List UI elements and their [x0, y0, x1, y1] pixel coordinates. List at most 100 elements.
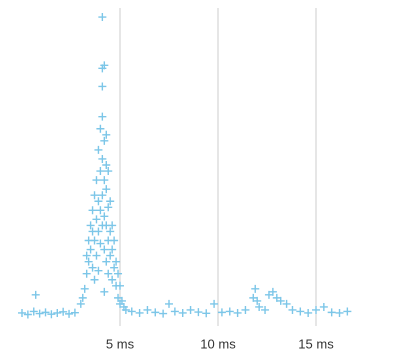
point — [96, 167, 105, 176]
point — [106, 197, 115, 206]
point — [108, 275, 117, 284]
point — [202, 309, 211, 318]
point — [47, 310, 56, 319]
point — [104, 167, 113, 176]
point — [268, 287, 277, 296]
point — [98, 112, 107, 121]
point — [110, 263, 119, 272]
point — [225, 307, 234, 316]
point — [106, 227, 115, 236]
point — [117, 296, 126, 305]
point — [251, 284, 260, 293]
point — [100, 212, 109, 221]
point — [282, 299, 291, 308]
point — [288, 305, 297, 314]
point — [102, 257, 111, 266]
point — [110, 236, 119, 245]
point — [59, 307, 68, 316]
point — [94, 227, 103, 236]
point — [116, 281, 124, 290]
point — [241, 305, 250, 314]
point — [94, 266, 103, 275]
point — [100, 287, 109, 296]
point — [96, 239, 105, 248]
point — [304, 308, 313, 317]
point — [186, 305, 195, 314]
point — [98, 191, 107, 200]
point — [98, 13, 107, 22]
point — [112, 257, 121, 266]
point — [106, 251, 115, 260]
point — [170, 307, 179, 316]
point — [53, 308, 62, 317]
point — [82, 269, 91, 278]
point — [23, 310, 32, 319]
point — [92, 176, 101, 185]
point — [70, 308, 79, 317]
point — [159, 309, 168, 318]
point — [100, 176, 109, 185]
point — [135, 308, 144, 317]
point — [327, 308, 336, 317]
point — [96, 206, 105, 215]
point — [233, 308, 242, 317]
point — [108, 221, 117, 230]
point — [65, 309, 74, 318]
point — [151, 308, 160, 317]
point — [312, 305, 320, 314]
point — [82, 251, 91, 260]
point — [335, 308, 344, 317]
point — [94, 197, 103, 206]
point — [78, 293, 87, 302]
point — [90, 275, 99, 284]
point — [76, 299, 85, 308]
point — [210, 299, 219, 308]
point — [98, 82, 107, 91]
point — [100, 136, 109, 145]
point — [41, 308, 50, 317]
point — [319, 302, 328, 311]
point — [29, 307, 38, 316]
point — [114, 269, 123, 278]
point — [143, 305, 152, 314]
point — [121, 305, 130, 314]
point — [102, 161, 111, 169]
x-tick-label: 15 ms — [298, 336, 334, 351]
point — [178, 308, 187, 317]
point — [100, 245, 109, 254]
point — [18, 308, 26, 317]
point — [86, 221, 95, 230]
point — [31, 290, 40, 299]
point — [80, 284, 89, 293]
point — [90, 236, 99, 245]
point — [102, 130, 111, 139]
point — [261, 305, 270, 314]
point — [165, 299, 173, 308]
point — [253, 296, 262, 305]
point — [90, 191, 99, 200]
point — [86, 245, 95, 254]
point — [84, 257, 93, 266]
point — [102, 185, 111, 194]
point — [92, 215, 101, 224]
point — [296, 307, 305, 316]
point — [88, 263, 97, 272]
point — [35, 309, 44, 318]
point — [100, 61, 109, 70]
point — [98, 154, 107, 163]
point — [92, 251, 101, 260]
point — [127, 307, 136, 316]
point — [104, 203, 113, 212]
point — [194, 308, 203, 317]
point — [94, 145, 103, 154]
point — [343, 307, 352, 316]
x-tick-label: 5 ms — [106, 336, 135, 351]
point — [255, 302, 264, 311]
point — [108, 245, 117, 254]
x-tick-label: 10 ms — [200, 336, 236, 351]
point — [88, 206, 97, 215]
point — [276, 296, 285, 305]
point — [217, 308, 226, 317]
